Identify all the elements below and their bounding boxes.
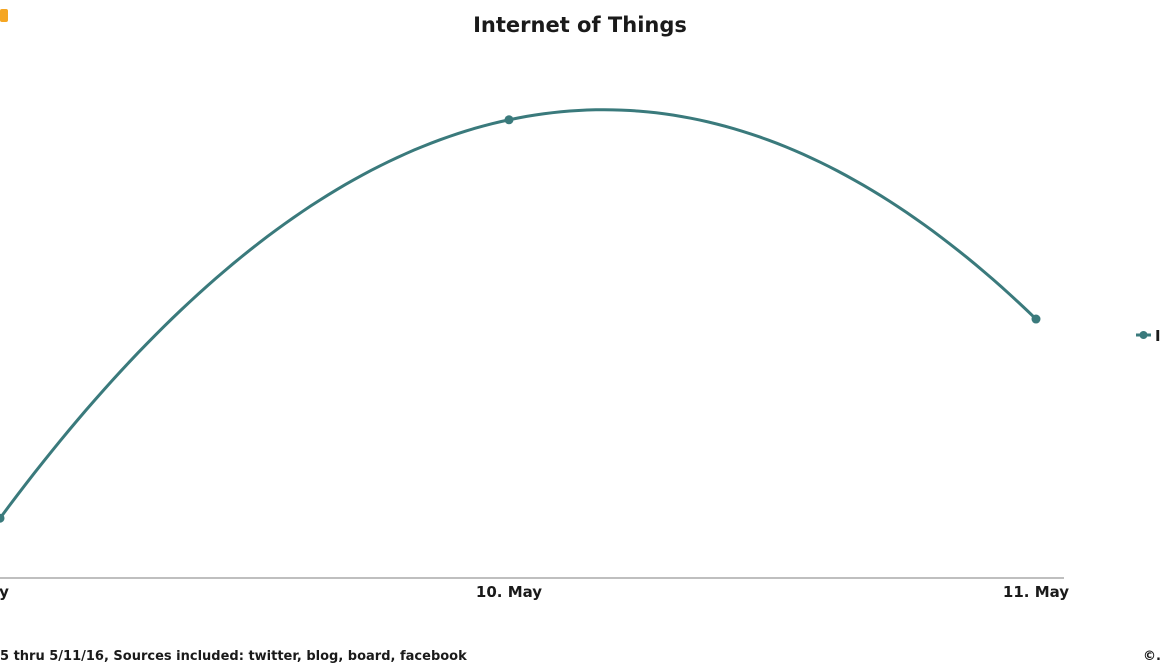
legend[interactable]: I (1136, 327, 1160, 345)
orange-square-icon (0, 9, 8, 22)
series-layer (0, 108, 1041, 523)
chart-title: Internet of Things (473, 13, 687, 37)
x-tick-label-2: 11. May (1003, 583, 1069, 601)
data-point-0-1[interactable] (504, 115, 514, 125)
legend-line-marker-icon (1136, 331, 1151, 339)
series-line-0 (0, 108, 1038, 520)
legend-label: I (1155, 327, 1160, 345)
source-footer: 5 thru 5/11/16, Sources included: twitte… (0, 649, 467, 664)
data-point-0-0[interactable] (0, 513, 5, 523)
data-point-0-2[interactable] (1031, 314, 1041, 324)
copyright-footer: ©. (1143, 649, 1160, 664)
x-tick-label-0: y (0, 583, 9, 601)
x-tick-label-1: 10. May (476, 583, 542, 601)
